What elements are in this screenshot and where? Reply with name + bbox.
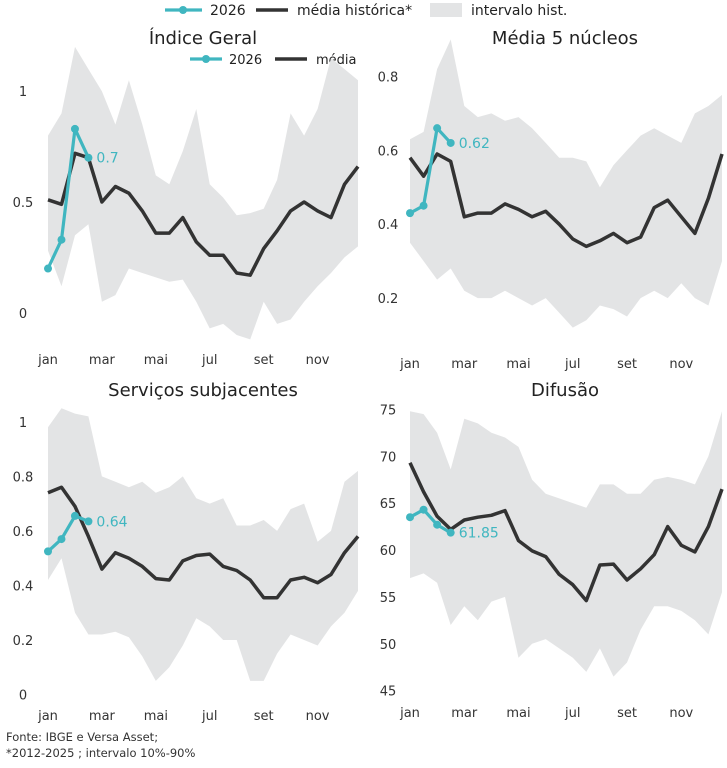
panels: Índice Geral 0 0.5 1 jan mar mai jul set nov 0.7 Mé… xyxy=(13,27,724,724)
top-legend: 2026 média histórica* intervalo hist. xyxy=(165,3,567,19)
series-2026-point xyxy=(419,201,428,210)
series-2026-point xyxy=(419,505,428,514)
series-2026-point xyxy=(406,513,414,522)
panel-title: Difusão xyxy=(531,380,599,401)
x-tick-label: mar xyxy=(89,709,116,724)
x-tick-label: mai xyxy=(506,357,530,372)
x-tick-label: jan xyxy=(399,706,420,721)
x-tick-label: nov xyxy=(669,706,693,721)
y-tick-label: 55 xyxy=(380,591,397,606)
last-value-label: 0.62 xyxy=(459,136,490,152)
y-tick-label: 0.8 xyxy=(378,70,399,85)
series-2026-point xyxy=(44,547,52,556)
series-2026-line xyxy=(46,127,90,270)
series-2026-line xyxy=(46,514,90,553)
x-tick-label: mai xyxy=(144,709,168,724)
panel-3: Serviços subjacentes 0 0.2 0.4 0.6 0.8 1 jan mar… xyxy=(13,380,360,724)
x-tick-label: nov xyxy=(669,357,693,372)
legend-band-swatch xyxy=(430,3,462,17)
y-tick-label: 1 xyxy=(19,416,27,431)
band-area xyxy=(48,408,358,681)
series-2026-point xyxy=(406,209,414,218)
panel-title: Média 5 núcleos xyxy=(492,28,638,49)
series-2026-point xyxy=(84,153,93,162)
inset-legend-2026-marker xyxy=(202,55,210,63)
y-tick-label: 75 xyxy=(380,403,397,418)
last-value-label: 0.7 xyxy=(96,151,118,167)
x-tick-label: mar xyxy=(451,357,478,372)
series-2026-point xyxy=(433,520,442,529)
y-tick-label: 0.6 xyxy=(378,144,399,159)
series-2026-point xyxy=(446,138,455,147)
band-area xyxy=(48,46,358,340)
series-2026-line xyxy=(409,508,452,535)
y-tick-label: 0.5 xyxy=(13,196,34,211)
x-tick-label: jul xyxy=(564,706,580,721)
x-tick-label: set xyxy=(254,709,274,724)
source-line-1: Fonte: IBGE e Versa Asset; xyxy=(6,730,159,744)
x-tick-label: jul xyxy=(564,357,580,372)
inset-legend-media-label: média xyxy=(316,53,357,68)
source-line-2: *2012-2025 ; intervalo 10%-90% xyxy=(6,746,196,760)
media-line xyxy=(47,151,360,277)
y-tick-label: 0.2 xyxy=(13,634,34,649)
series-2026-point xyxy=(446,528,455,537)
series-2026-point xyxy=(70,511,79,520)
panel-2: Média 5 núcleos 0.2 0.4 0.6 0.8 jan mar mai jul s… xyxy=(378,28,724,372)
y-tick-label: 0.4 xyxy=(378,218,399,233)
y-tick-label: 0 xyxy=(19,689,27,704)
x-tick-label: jul xyxy=(201,709,217,724)
last-value-label: 0.64 xyxy=(96,514,127,530)
series-2026-point xyxy=(70,124,79,133)
x-tick-label: jan xyxy=(399,357,420,372)
series-2026-point xyxy=(44,264,52,273)
x-tick-label: nov xyxy=(306,709,330,724)
series-2026-point xyxy=(433,124,442,133)
y-tick-label: 0.2 xyxy=(378,292,399,307)
x-tick-label: mar xyxy=(451,706,478,721)
y-tick-label: 70 xyxy=(380,450,397,465)
media-line xyxy=(408,462,724,603)
y-tick-label: 0.6 xyxy=(13,525,34,540)
x-tick-label: set xyxy=(617,357,637,372)
series-2026-line xyxy=(409,126,452,215)
y-tick-label: 0.8 xyxy=(13,470,34,485)
x-tick-label: set xyxy=(254,353,274,368)
x-tick-label: nov xyxy=(306,353,330,368)
x-tick-label: mai xyxy=(506,706,530,721)
y-tick-label: 65 xyxy=(380,497,397,512)
panel-title: Índice Geral xyxy=(149,27,257,49)
x-tick-label: jul xyxy=(201,353,217,368)
x-tick-label: set xyxy=(617,706,637,721)
inset-legend: 2026 média xyxy=(190,53,357,68)
panel-4: Difusão 45 50 55 60 65 70 75 jan mar mai jul set nov 6… xyxy=(380,380,724,721)
media-line xyxy=(408,152,724,249)
y-tick-label: 0.4 xyxy=(13,579,34,594)
y-tick-label: 0 xyxy=(19,307,27,322)
legend-band-label: intervalo hist. xyxy=(471,3,567,19)
x-tick-label: mar xyxy=(89,353,116,368)
panel-1: Índice Geral 0 0.5 1 jan mar mai jul set nov 0.7 xyxy=(13,27,360,368)
y-tick-label: 60 xyxy=(380,544,397,559)
last-value-label: 61.85 xyxy=(459,526,499,542)
y-tick-label: 1 xyxy=(19,85,27,100)
y-tick-label: 50 xyxy=(380,638,397,653)
series-2026-point xyxy=(57,535,66,544)
media-line xyxy=(47,485,360,600)
legend-2026-label: 2026 xyxy=(210,3,246,19)
series-2026-point xyxy=(84,517,93,526)
y-tick-label: 45 xyxy=(380,685,397,700)
legend-2026-marker xyxy=(179,6,187,14)
inset-legend-2026-label: 2026 xyxy=(229,53,262,68)
legend-media-label: média histórica* xyxy=(297,3,412,19)
series-2026-point xyxy=(57,235,66,244)
band-area xyxy=(410,39,722,328)
x-tick-label: jan xyxy=(37,353,58,368)
panel-title: Serviços subjacentes xyxy=(108,380,298,401)
band-area xyxy=(410,411,722,677)
x-tick-label: jan xyxy=(37,709,58,724)
x-tick-label: mai xyxy=(144,353,168,368)
